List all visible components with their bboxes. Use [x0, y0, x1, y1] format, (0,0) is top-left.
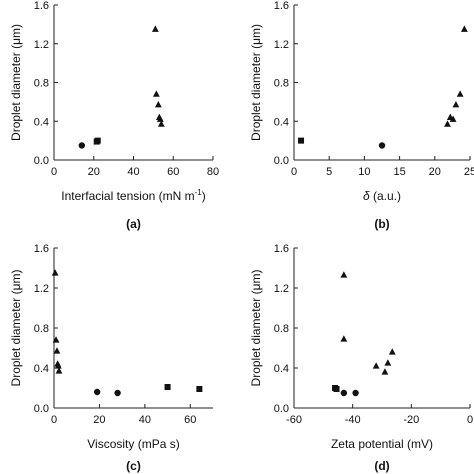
- panel-d: 0.0 0.4 0.8 1.2 1.6 -60 -40 -20 0 Droplet diamete…: [249, 243, 473, 473]
- y-tick-label: 1.2: [34, 39, 49, 51]
- circle-marker: [93, 388, 101, 396]
- x-tick-label: 40: [139, 414, 151, 426]
- y-tick-label: 0.8: [274, 78, 289, 90]
- y-tick-label: 1.6: [274, 243, 289, 255]
- triangle-marker: [54, 362, 62, 369]
- y-tick-label: 0.4: [34, 116, 49, 128]
- square-marker: [94, 137, 101, 144]
- panel-label: (b): [374, 217, 389, 231]
- panel-b: 0.0 0.4 0.8 1.2 1.6 0 5 10 15 20 25 Droplet diamete…: [249, 0, 474, 231]
- y-tick-label: 1.6: [34, 0, 49, 12]
- x-tick-label: 5: [326, 166, 332, 178]
- x-tick-label: 0: [51, 166, 57, 178]
- y-tick-label: 0.4: [274, 363, 289, 375]
- y-axis-title: Droplet diameter (μm): [249, 270, 263, 387]
- square-marker: [164, 384, 171, 390]
- x-axis-title: Interfacial tension (mN m-1): [61, 188, 206, 203]
- circle-marker: [340, 389, 348, 397]
- y-tick-label: 0.0: [274, 155, 289, 167]
- y-tick-label: 1.2: [274, 39, 289, 51]
- x-tick-label: -60: [286, 414, 302, 426]
- y-tick-label: 0.8: [34, 78, 49, 90]
- triangle-marker: [151, 25, 159, 32]
- panel-label: (d): [374, 459, 389, 473]
- triangle-marker: [449, 115, 457, 122]
- y-axis-title: Droplet diameter (μm): [9, 24, 23, 141]
- panel-label: (c): [126, 459, 141, 473]
- y-axis-title: Droplet diameter (μm): [249, 24, 263, 141]
- x-tick-label: 10: [358, 166, 370, 178]
- triangle-marker: [156, 115, 164, 122]
- x-axis-title: δ (a.u.): [363, 189, 401, 203]
- y-tick-label: 1.2: [274, 283, 289, 295]
- x-tick-label: 20: [429, 166, 441, 178]
- x-axis-title: Zeta potential (mV): [331, 437, 433, 451]
- triangle-marker: [456, 90, 464, 97]
- x-tick-label: 0: [291, 166, 297, 178]
- triangle-marker: [340, 271, 348, 278]
- triangle-marker: [53, 347, 61, 354]
- y-tick-label: 0.4: [274, 116, 289, 128]
- y-tick-label: 1.6: [274, 0, 289, 12]
- triangle-marker: [157, 120, 165, 127]
- x-tick-label: 80: [207, 166, 219, 178]
- triangle-marker: [340, 335, 348, 342]
- triangle-marker: [52, 336, 60, 343]
- x-axis-text: Interfacial tension (mN m: [61, 189, 194, 203]
- triangle-marker: [154, 100, 162, 108]
- y-tick-label: 0.4: [34, 363, 49, 375]
- x-tick-label: -40: [345, 414, 361, 426]
- triangle-marker: [444, 120, 451, 127]
- x-tick-label: 20: [88, 166, 100, 178]
- triangle-marker: [452, 100, 460, 108]
- x-axis-unit: (a.u.): [373, 189, 401, 203]
- y-tick-label: 0.0: [274, 403, 289, 415]
- triangle-marker: [372, 362, 380, 369]
- y-tick-label: 0.8: [274, 323, 289, 335]
- x-tick-label: -20: [403, 414, 419, 426]
- square-marker: [298, 137, 305, 144]
- circle-marker: [78, 142, 86, 149]
- x-tick-label: 15: [393, 166, 405, 178]
- y-tick-label: 0.8: [34, 323, 49, 335]
- panel-label: (a): [126, 217, 141, 231]
- triangle-marker: [381, 368, 389, 375]
- triangle-marker: [55, 367, 63, 374]
- x-tick-label: 0: [51, 414, 57, 426]
- x-tick-label: 0: [467, 414, 473, 426]
- circle-marker: [114, 389, 121, 397]
- y-axis-title: Droplet diameter (μm): [9, 270, 23, 387]
- circle-marker: [378, 142, 386, 149]
- y-tick-label: 1.6: [34, 243, 49, 255]
- x-tick-label: 40: [127, 166, 139, 178]
- y-tick-label: 1.2: [34, 283, 49, 295]
- x-axis-text-close: ): [202, 189, 206, 203]
- y-tick-label: 0.0: [34, 403, 49, 415]
- x-axis-superscript: -1: [195, 188, 203, 197]
- x-tick-label: 60: [167, 166, 179, 178]
- triangle-marker: [460, 25, 468, 32]
- x-axis-symbol: δ: [363, 189, 373, 203]
- x-tick-label: 60: [184, 414, 196, 426]
- triangle-marker: [152, 90, 160, 97]
- x-axis-title: Viscosity (mPa s): [87, 437, 179, 451]
- triangle-marker: [388, 348, 396, 355]
- square-marker: [333, 386, 340, 392]
- y-tick-label: 0.0: [34, 155, 49, 167]
- triangle-marker: [51, 269, 59, 276]
- triangle-marker: [384, 359, 392, 366]
- x-tick-label: 25: [464, 166, 474, 178]
- panel-c: 0.0 0.4 0.8 1.2 1.6 0 20 40 60 Droplet diameter (…: [9, 243, 213, 473]
- circle-marker: [352, 389, 359, 397]
- panel-a: 0.0 0.4 0.8 1.2 1.6 0 20 40 60 80 Droplet diameter…: [9, 0, 219, 231]
- square-marker: [196, 386, 203, 392]
- x-tick-label: 20: [93, 414, 105, 426]
